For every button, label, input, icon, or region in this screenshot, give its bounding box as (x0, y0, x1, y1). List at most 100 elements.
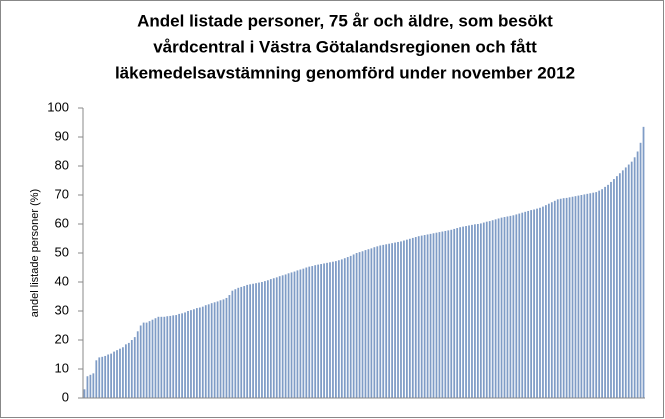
bar (160, 316, 163, 398)
bar (130, 340, 133, 398)
bar (438, 232, 441, 398)
bar (441, 231, 444, 398)
bar (512, 215, 515, 398)
bar (261, 282, 263, 398)
bar (447, 230, 450, 398)
bar (432, 233, 435, 398)
bar (411, 237, 414, 398)
bar (373, 247, 376, 398)
bar (479, 223, 482, 398)
bar (272, 278, 275, 398)
bar (574, 196, 577, 398)
bar (228, 295, 231, 398)
bar (406, 239, 408, 398)
bar (468, 225, 470, 398)
bar (429, 233, 432, 398)
bar (426, 234, 429, 398)
bar (624, 167, 627, 398)
bar (515, 214, 518, 398)
bar (503, 217, 506, 398)
bar (485, 221, 488, 398)
bar (565, 197, 568, 398)
bar (589, 193, 592, 398)
bar (178, 313, 181, 398)
bar (568, 197, 571, 398)
bar (98, 357, 101, 398)
bar (193, 309, 195, 398)
bar (127, 342, 130, 398)
bar (400, 241, 402, 398)
bar (195, 308, 198, 398)
bar (317, 264, 320, 398)
bar (355, 253, 358, 398)
bar (308, 266, 311, 398)
bar (243, 286, 246, 398)
bar (101, 356, 104, 398)
bar (604, 186, 606, 398)
y-tick-label: 0 (62, 389, 69, 404)
bar (201, 306, 204, 398)
bar (509, 215, 512, 398)
bar (302, 268, 305, 398)
bar (213, 302, 216, 398)
bar (83, 389, 86, 398)
bar (444, 230, 447, 398)
bar (471, 224, 473, 398)
bar (633, 157, 636, 398)
bar (474, 224, 476, 398)
bar (497, 218, 500, 398)
bar (145, 322, 148, 398)
bar (403, 240, 405, 398)
bar (376, 246, 379, 398)
bar (423, 235, 426, 398)
bar (184, 312, 186, 398)
bar (323, 263, 325, 398)
chart-title: läkemedelsavstämning genomförd under nov… (115, 63, 575, 82)
bar (249, 284, 252, 398)
bar (642, 126, 645, 398)
bar (616, 176, 618, 398)
bar (586, 193, 589, 398)
bar (296, 270, 299, 398)
bar (598, 190, 601, 398)
bar (340, 259, 343, 398)
bar (343, 258, 346, 398)
bar (394, 242, 396, 398)
y-tick-label: 90 (55, 128, 69, 143)
bar (154, 318, 157, 398)
bar (187, 311, 189, 398)
bar (148, 321, 151, 398)
bar (166, 316, 169, 398)
bar (86, 376, 89, 398)
bar (500, 217, 503, 398)
bar (367, 249, 370, 398)
bar (583, 194, 586, 398)
bar (133, 337, 136, 398)
bar (388, 243, 391, 398)
bar (408, 238, 411, 398)
bar (293, 271, 296, 398)
bar (163, 316, 166, 398)
bar (258, 282, 260, 398)
bar (278, 276, 281, 398)
bar (506, 216, 509, 398)
bar (92, 373, 95, 398)
bar (630, 161, 633, 398)
bar (476, 224, 479, 398)
bar (364, 250, 367, 398)
bar (234, 289, 237, 398)
bar (329, 262, 331, 398)
bar (379, 245, 382, 398)
bar (610, 181, 612, 398)
bar (482, 222, 485, 398)
bar (119, 348, 121, 398)
bar (337, 260, 340, 398)
y-tick-label: 50 (55, 244, 69, 259)
bar (491, 220, 494, 398)
y-tick-label: 30 (55, 302, 69, 317)
y-tick-label: 100 (47, 99, 69, 114)
bar (417, 236, 420, 398)
bar (533, 209, 535, 398)
